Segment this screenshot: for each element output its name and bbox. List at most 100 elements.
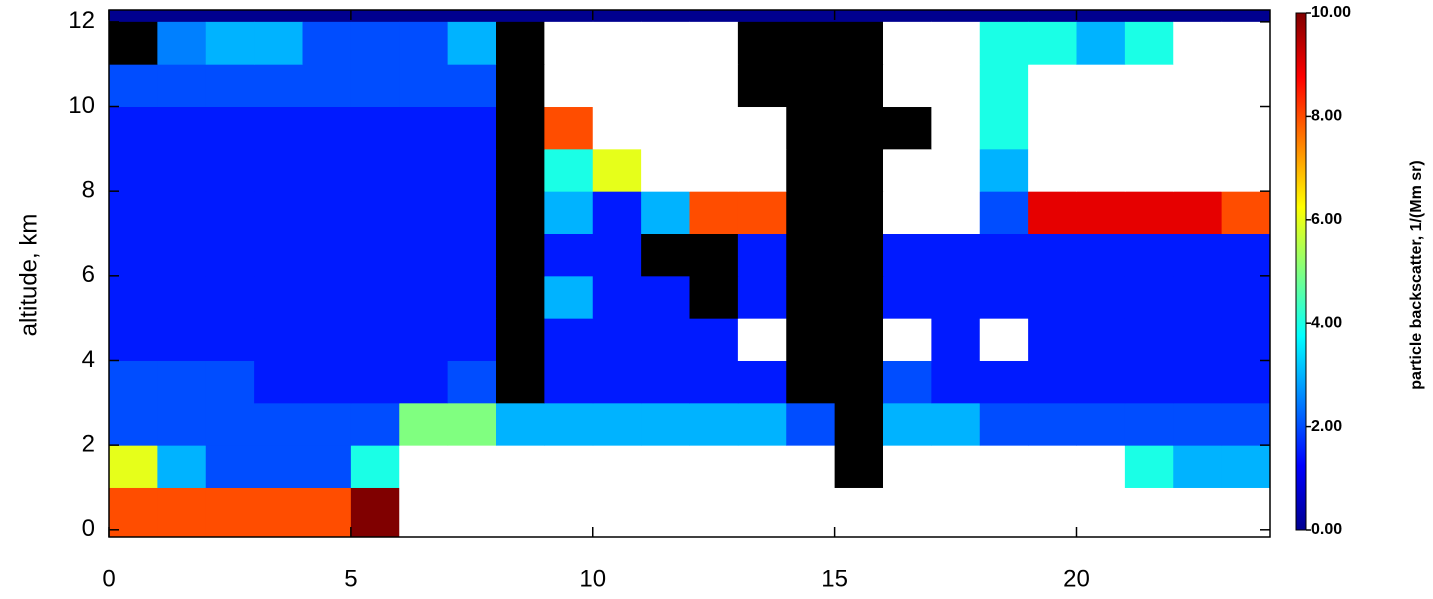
heatmap-cell (1028, 318, 1077, 361)
heatmap-cell (1173, 487, 1223, 538)
heatmap-cell (1221, 233, 1271, 277)
heatmap-cell (254, 148, 303, 192)
heatmap-cell (931, 148, 981, 192)
heatmap-cell (1076, 360, 1126, 404)
heatmap-cell (1173, 148, 1223, 192)
heatmap-cell (399, 445, 449, 488)
heatmap-cell (1221, 106, 1271, 150)
heatmap-cell (931, 402, 981, 446)
heatmap-cell (399, 360, 449, 404)
heatmap-cell (447, 275, 497, 319)
heatmap-cell (1124, 191, 1174, 234)
heatmap-cell (447, 487, 497, 538)
heatmap-cell (592, 106, 642, 150)
heatmap-cell (737, 106, 787, 150)
heatmap-cell (834, 402, 884, 446)
heatmap-cell (109, 318, 158, 361)
heatmap-cell (544, 21, 594, 65)
heatmap-cell (157, 275, 207, 319)
heatmap-cell (254, 402, 303, 446)
heatmap-cell (834, 487, 884, 538)
heatmap-cell (544, 445, 594, 488)
heatmap-cell (496, 402, 545, 446)
x-tick-label: 15 (821, 565, 848, 592)
heatmap-cell (834, 360, 884, 404)
heatmap-cell (834, 64, 884, 108)
heatmap-cell (1173, 233, 1223, 277)
heatmap-cell (883, 445, 932, 488)
heatmap-cell (1028, 402, 1077, 446)
heatmap-cell (834, 106, 884, 150)
heatmap-cell (1173, 318, 1223, 361)
heatmap-cell (496, 487, 545, 538)
heatmap-cell (205, 487, 255, 538)
heatmap-cell (592, 275, 642, 319)
heatmap-cell (689, 487, 739, 538)
heatmap-cell (592, 148, 642, 192)
heatmap-cell (350, 233, 400, 277)
heatmap-cell (109, 64, 158, 108)
colorbar-tick-label: 8.00 (1311, 108, 1342, 125)
heatmap-cell (350, 148, 400, 192)
heatmap-cell (447, 64, 497, 108)
heatmap-cell (544, 233, 594, 277)
heatmap-cell (979, 148, 1029, 192)
heatmap-cell (979, 275, 1029, 319)
heatmap-cell (641, 360, 690, 404)
heatmap-cell (786, 148, 836, 192)
heatmap-cell (157, 64, 207, 108)
heatmap-cell (1028, 487, 1077, 538)
heatmap-cell (205, 64, 255, 108)
y-tick-label: 12 (68, 7, 95, 34)
x-tick-label: 5 (344, 565, 357, 592)
heatmap-cell (399, 487, 449, 538)
heatmap-cell (205, 106, 255, 150)
heatmap-cell (302, 318, 352, 361)
heatmap-cell (447, 148, 497, 192)
heatmap-cell (1076, 445, 1126, 488)
heatmap-cell (109, 360, 158, 404)
heatmap-cell (447, 360, 497, 404)
heatmap-cell (350, 402, 400, 446)
heatmap-cell (496, 21, 545, 65)
heatmap-cell (399, 318, 449, 361)
heatmap-cell (1076, 106, 1126, 150)
heatmap-cell (302, 445, 352, 488)
heatmap-cell (641, 21, 690, 65)
heatmap-cell (447, 191, 497, 234)
heatmap-cell (979, 402, 1029, 446)
heatmap-cell (496, 275, 545, 319)
heatmap-cell (1028, 191, 1077, 234)
heatmap-cell (1028, 21, 1077, 65)
heatmap-cell (302, 360, 352, 404)
heatmap-cell (157, 21, 207, 65)
heatmap-cell (205, 360, 255, 404)
heatmap-cell (592, 191, 642, 234)
heatmap-cell (1124, 106, 1174, 150)
heatmap-cell (254, 487, 303, 538)
heatmap-cell (592, 64, 642, 108)
heatmap-cell (302, 402, 352, 446)
heatmap-cell (1124, 318, 1174, 361)
heatmap-cell (1076, 64, 1126, 108)
heatmap-cell (157, 191, 207, 234)
heatmap-cell (592, 487, 642, 538)
heatmap-cell (109, 106, 158, 150)
heatmap-cell (302, 148, 352, 192)
heatmap-cell (834, 445, 884, 488)
heatmap-cell (350, 318, 400, 361)
colorbar-tick-label: 6.00 (1311, 211, 1342, 228)
heatmap-cell (350, 191, 400, 234)
heatmap-cell (302, 64, 352, 108)
heatmap-cell (641, 275, 690, 319)
heatmap-cell (254, 275, 303, 319)
heatmap-cell (931, 106, 981, 150)
heatmap-cell (834, 191, 884, 234)
colorbar-tick-label: 4.00 (1311, 314, 1342, 331)
heatmap-cell (350, 64, 400, 108)
heatmap-cell (1076, 402, 1126, 446)
heatmap-cell (834, 148, 884, 192)
heatmap-cell (205, 233, 255, 277)
heatmap-cell (1124, 148, 1174, 192)
heatmap-cell (786, 402, 836, 446)
